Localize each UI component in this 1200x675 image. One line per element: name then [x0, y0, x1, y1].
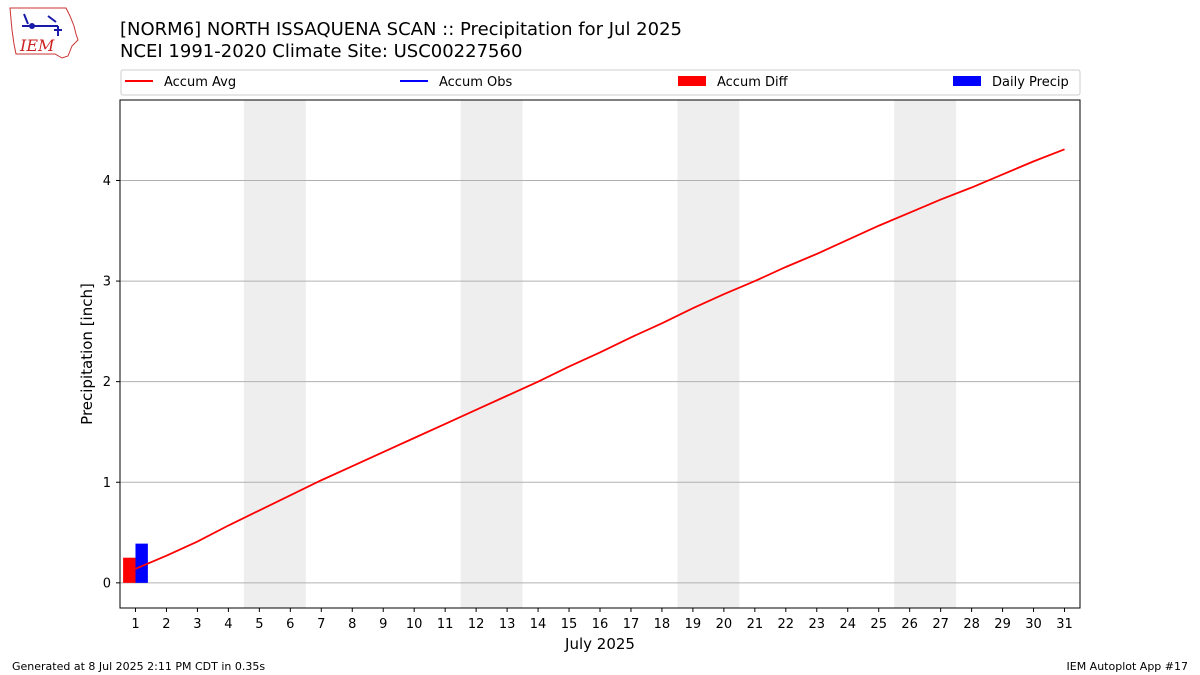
y-tick-label-3: 3	[103, 275, 111, 290]
x-tick-label-9: 9	[379, 617, 387, 632]
x-tick-label-21: 21	[747, 617, 764, 632]
y-axis: 0 1 2 3 4	[103, 174, 120, 591]
x-tick-label-18: 18	[654, 617, 671, 632]
x-axis-label: July 2025	[564, 635, 635, 653]
legend-label-daily-precip: Daily Precip	[992, 75, 1069, 90]
logo-dot	[29, 23, 35, 29]
x-tick-label-27: 27	[932, 617, 949, 632]
bars	[123, 543, 148, 583]
chart-subtitle: NCEI 1991-2020 Climate Site: USC00227560	[120, 41, 522, 62]
legend-label-accum-avg: Accum Avg	[164, 75, 236, 90]
weekend-band-3	[894, 100, 957, 608]
x-tick-label-23: 23	[809, 617, 826, 632]
x-tick-label-11: 11	[437, 617, 454, 632]
chart-title: [NORM6] NORTH ISSAQUENA SCAN :: Precipit…	[120, 19, 682, 40]
lines	[135, 148, 1065, 570]
x-tick-label-31: 31	[1056, 617, 1073, 632]
x-tick-label-29: 29	[994, 617, 1011, 632]
x-tick-label-14: 14	[530, 617, 547, 632]
x-tick-label-28: 28	[963, 617, 980, 632]
bar-accum-diff-1	[123, 557, 136, 583]
x-tick-label-20: 20	[716, 617, 733, 632]
x-tick-label-13: 13	[499, 617, 516, 632]
x-tick-label-17: 17	[623, 617, 640, 632]
x-tick-label-15: 15	[561, 617, 578, 632]
y-tick-label-1: 1	[103, 476, 111, 491]
x-tick-label-19: 19	[685, 617, 702, 632]
x-tick-label-1: 1	[131, 617, 139, 632]
x-tick-label-26: 26	[901, 617, 918, 632]
weekend-band-2	[677, 100, 740, 608]
legend-swatch-daily-precip	[953, 76, 981, 86]
x-axis: 1 2 3 4 5 6 7 8 9 10 11 12 13 14 15 16 17 18 19 20 21 22 23 24 2…	[131, 608, 1073, 632]
y-tick-label-4: 4	[103, 174, 111, 189]
logo-weather-vane	[22, 13, 62, 36]
x-tick-label-3: 3	[193, 617, 201, 632]
x-tick-label-12: 12	[468, 617, 485, 632]
legend: Accum Avg Accum Obs Accum Diff Daily Precip	[120, 69, 1081, 96]
x-tick-label-2: 2	[162, 617, 170, 632]
gridlines	[120, 179, 1080, 584]
bar-daily-precip-1	[135, 543, 148, 583]
logo-text: IEM	[19, 36, 55, 55]
iem-logo: IEM	[9, 7, 79, 59]
x-tick-label-22: 22	[778, 617, 795, 632]
x-tick-label-30: 30	[1025, 617, 1042, 632]
weekend-band-1	[460, 100, 523, 608]
x-tick-label-10: 10	[406, 617, 423, 632]
legend-label-accum-diff: Accum Diff	[717, 75, 789, 90]
y-tick-label-0: 0	[103, 576, 111, 591]
y-tick-label-2: 2	[103, 375, 111, 390]
weekend-shading	[243, 100, 957, 608]
legend-frame	[120, 69, 1081, 96]
x-tick-label-8: 8	[348, 617, 356, 632]
x-tick-label-7: 7	[317, 617, 325, 632]
logo-state-outline	[9, 7, 79, 59]
x-tick-label-4: 4	[224, 617, 232, 632]
x-tick-label-6: 6	[286, 617, 294, 632]
legend-label-accum-obs: Accum Obs	[439, 75, 512, 90]
legend-swatch-accum-diff	[678, 76, 706, 86]
x-tick-label-16: 16	[592, 617, 609, 632]
y-axis-label: Precipitation [inch]	[78, 283, 96, 425]
weekend-band-0	[243, 100, 306, 608]
x-tick-label-24: 24	[839, 617, 856, 632]
x-tick-label-5: 5	[255, 617, 263, 632]
x-tick-label-25: 25	[870, 617, 887, 632]
footer-generated-text: Generated at 8 Jul 2025 2:11 PM CDT in 0…	[12, 660, 266, 673]
footer-app-text: IEM Autoplot App #17	[1066, 660, 1189, 673]
